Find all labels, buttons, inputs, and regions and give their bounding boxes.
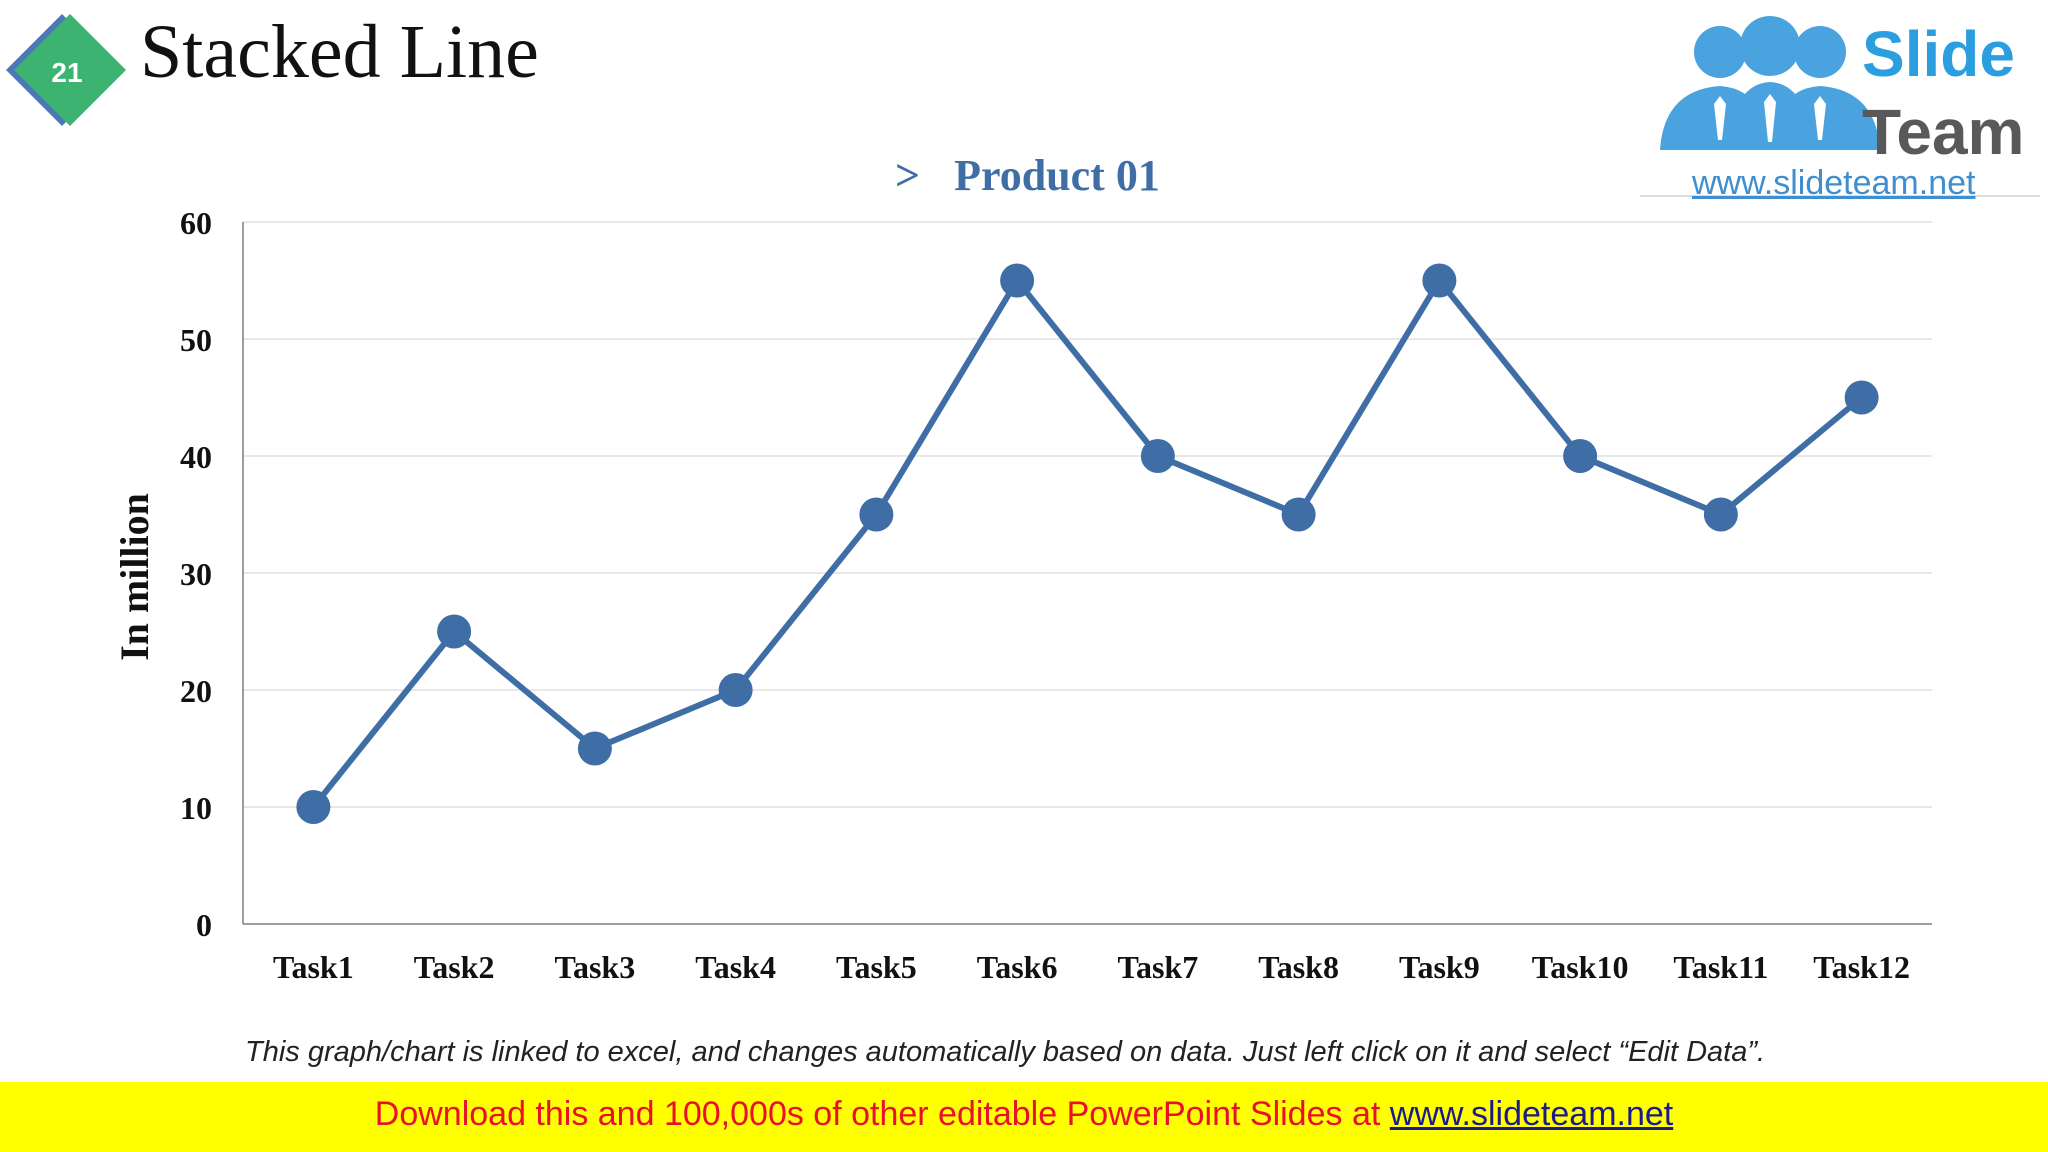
x-tick-label: Task7 bbox=[1118, 949, 1199, 985]
slide-number: 21 bbox=[51, 57, 82, 88]
x-tick-label: Task10 bbox=[1532, 949, 1629, 985]
x-tick-label: Task2 bbox=[414, 949, 495, 985]
x-axis-ticks: Task1 Task2 Task3 Task4 Task5 Task6 Task7 Task8… bbox=[273, 949, 1910, 985]
y-tick-label: 30 bbox=[180, 556, 212, 592]
data-point bbox=[859, 497, 894, 532]
banner-message: Download this and 100,000s of other edit… bbox=[374, 1095, 1390, 1133]
data-point bbox=[1422, 263, 1457, 298]
data-point bbox=[1281, 497, 1316, 532]
data-point bbox=[1140, 439, 1175, 473]
y-tick-label: 0 bbox=[196, 907, 212, 943]
series-line bbox=[311, 277, 1864, 809]
banner-text: Download this and 100,000s of other edit… bbox=[375, 1095, 1673, 1133]
badge-diamond-shape bbox=[14, 14, 126, 126]
y-tick-label: 50 bbox=[180, 322, 212, 358]
data-point bbox=[1844, 380, 1879, 415]
y-tick-label: 20 bbox=[180, 673, 212, 709]
y-tick-label: 10 bbox=[180, 790, 212, 826]
chart-axes bbox=[242, 222, 1932, 925]
data-point bbox=[577, 731, 612, 766]
people-icon bbox=[1660, 16, 1880, 150]
x-tick-label: Task1 bbox=[273, 949, 354, 985]
y-tick-label: 40 bbox=[180, 439, 212, 475]
x-tick-label: Task6 bbox=[977, 949, 1058, 985]
y-axis-label: In million bbox=[112, 493, 157, 661]
slide-number-badge: 21 bbox=[6, 14, 126, 126]
x-tick-label: Task3 bbox=[555, 949, 636, 985]
logo-url-link[interactable]: www.slideteam.net bbox=[1692, 164, 1976, 202]
logo-word-slide: Slide bbox=[1862, 18, 2015, 90]
data-point bbox=[437, 614, 472, 649]
legend-entry-product-01: Product 01 bbox=[954, 151, 1160, 200]
slideteam-logo bbox=[1640, 16, 2040, 197]
data-point bbox=[1563, 439, 1598, 473]
chart-legend: > Product 01 bbox=[895, 150, 1160, 201]
chart-series bbox=[296, 263, 1879, 824]
chart-footnote: This graph/chart is linked to excel, and… bbox=[245, 1036, 1766, 1068]
x-tick-label: Task12 bbox=[1813, 949, 1910, 985]
x-tick-label: Task11 bbox=[1673, 949, 1768, 985]
y-axis-ticks: 0 10 20 30 40 50 60 bbox=[180, 205, 212, 943]
tie-icons bbox=[1714, 94, 1826, 142]
chart-gridlines bbox=[243, 221, 1932, 808]
x-tick-label: Task9 bbox=[1399, 949, 1480, 985]
x-tick-label: Task8 bbox=[1258, 949, 1339, 985]
download-banner: Download this and 100,000s of other edit… bbox=[0, 1082, 2048, 1152]
logo-word-team: Team bbox=[1862, 96, 2025, 168]
legend-marker: > bbox=[895, 151, 921, 200]
data-point bbox=[1000, 263, 1035, 298]
data-point bbox=[1703, 497, 1738, 532]
x-tick-label: Task5 bbox=[836, 949, 917, 985]
y-tick-label: 60 bbox=[180, 205, 212, 241]
x-tick-label: Task4 bbox=[695, 949, 776, 985]
data-point bbox=[718, 673, 753, 707]
data-point bbox=[296, 790, 331, 824]
slide-title: Stacked Line bbox=[140, 10, 539, 94]
banner-link[interactable]: www.slideteam.net bbox=[1389, 1095, 1674, 1133]
